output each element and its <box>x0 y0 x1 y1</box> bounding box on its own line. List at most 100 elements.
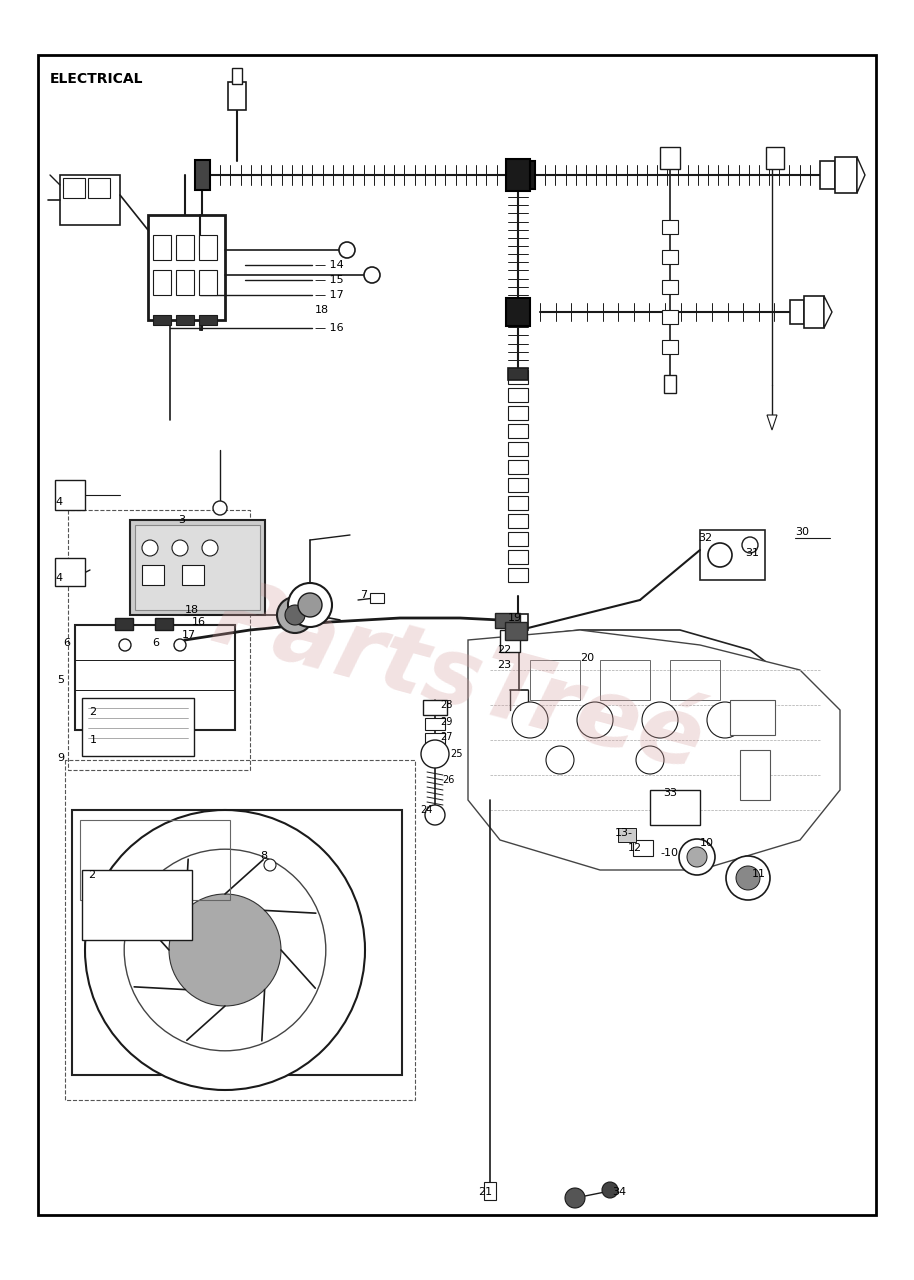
Bar <box>508 515 528 529</box>
Bar <box>495 613 520 628</box>
Circle shape <box>202 540 218 556</box>
Bar <box>508 497 528 509</box>
Text: 11: 11 <box>752 869 766 879</box>
Polygon shape <box>824 296 832 328</box>
Text: 8: 8 <box>260 851 267 861</box>
Text: 25: 25 <box>450 749 462 759</box>
Bar <box>82 870 192 940</box>
Bar <box>232 68 242 84</box>
Polygon shape <box>767 415 777 430</box>
Circle shape <box>679 838 715 876</box>
Text: 27: 27 <box>440 732 452 742</box>
Circle shape <box>174 639 186 652</box>
Text: 31: 31 <box>745 548 759 558</box>
Bar <box>176 315 194 325</box>
Bar <box>153 236 171 260</box>
Bar <box>88 178 110 198</box>
Bar <box>766 147 784 169</box>
Circle shape <box>602 1181 618 1198</box>
Bar <box>484 1181 496 1201</box>
Text: 22: 22 <box>497 645 511 655</box>
Text: 19: 19 <box>508 613 522 623</box>
Bar <box>804 296 824 328</box>
Bar <box>500 630 520 652</box>
Bar <box>508 532 528 547</box>
Bar <box>72 810 402 1075</box>
Bar <box>600 660 650 700</box>
Text: PartsTreé: PartsTreé <box>202 571 712 790</box>
Circle shape <box>421 740 449 768</box>
Circle shape <box>213 500 227 515</box>
Text: 33: 33 <box>663 788 677 797</box>
Text: 23: 23 <box>497 660 511 669</box>
Circle shape <box>742 538 758 553</box>
Circle shape <box>546 746 574 774</box>
Bar <box>60 175 120 225</box>
Circle shape <box>736 867 760 890</box>
Bar <box>370 593 384 603</box>
Circle shape <box>285 605 305 625</box>
Circle shape <box>339 242 355 259</box>
Bar <box>508 460 528 474</box>
Bar <box>506 159 530 191</box>
Circle shape <box>169 893 281 1006</box>
Bar <box>182 564 204 585</box>
Text: 29: 29 <box>440 717 452 727</box>
Circle shape <box>264 859 276 870</box>
Text: 2: 2 <box>89 707 96 717</box>
Bar <box>633 840 653 856</box>
Bar <box>508 614 528 630</box>
Text: — 17: — 17 <box>315 291 344 300</box>
Bar <box>508 550 528 564</box>
Bar <box>650 790 700 826</box>
Bar <box>820 161 835 189</box>
Circle shape <box>726 856 770 900</box>
Bar <box>508 369 528 380</box>
Bar <box>662 220 678 234</box>
Text: 4: 4 <box>55 497 62 507</box>
Polygon shape <box>490 630 800 810</box>
Text: 20: 20 <box>580 653 594 663</box>
Bar <box>508 568 528 582</box>
Bar <box>505 622 527 640</box>
Bar <box>75 625 235 730</box>
Text: 21: 21 <box>478 1187 492 1197</box>
Text: 28: 28 <box>440 700 452 710</box>
Bar <box>55 558 85 586</box>
Bar <box>199 270 217 294</box>
Bar <box>508 442 528 456</box>
Bar <box>155 618 173 630</box>
Bar <box>425 718 445 730</box>
Text: 13-: 13- <box>615 828 633 838</box>
Bar <box>508 477 528 492</box>
Bar <box>700 530 765 580</box>
Bar <box>82 698 194 756</box>
Text: 24: 24 <box>420 805 432 815</box>
Circle shape <box>277 596 313 634</box>
Circle shape <box>85 810 365 1091</box>
Text: 26: 26 <box>442 774 454 785</box>
Circle shape <box>565 1188 585 1208</box>
Bar <box>664 375 676 393</box>
Text: — 15: — 15 <box>315 275 344 285</box>
Text: 18: 18 <box>315 305 329 315</box>
Bar <box>423 700 447 716</box>
Bar <box>199 315 217 325</box>
Bar <box>660 147 680 169</box>
Bar <box>662 310 678 324</box>
Bar <box>506 298 530 326</box>
Bar <box>63 178 85 198</box>
Bar <box>148 215 225 320</box>
Bar <box>508 424 528 438</box>
Bar <box>199 236 217 260</box>
Bar <box>115 618 133 630</box>
Circle shape <box>636 746 664 774</box>
Circle shape <box>512 701 548 739</box>
Circle shape <box>298 593 322 617</box>
Polygon shape <box>857 157 865 193</box>
Text: 1: 1 <box>90 735 97 745</box>
Bar <box>135 525 260 611</box>
Bar <box>228 82 246 110</box>
Circle shape <box>124 849 325 1051</box>
Circle shape <box>172 540 188 556</box>
